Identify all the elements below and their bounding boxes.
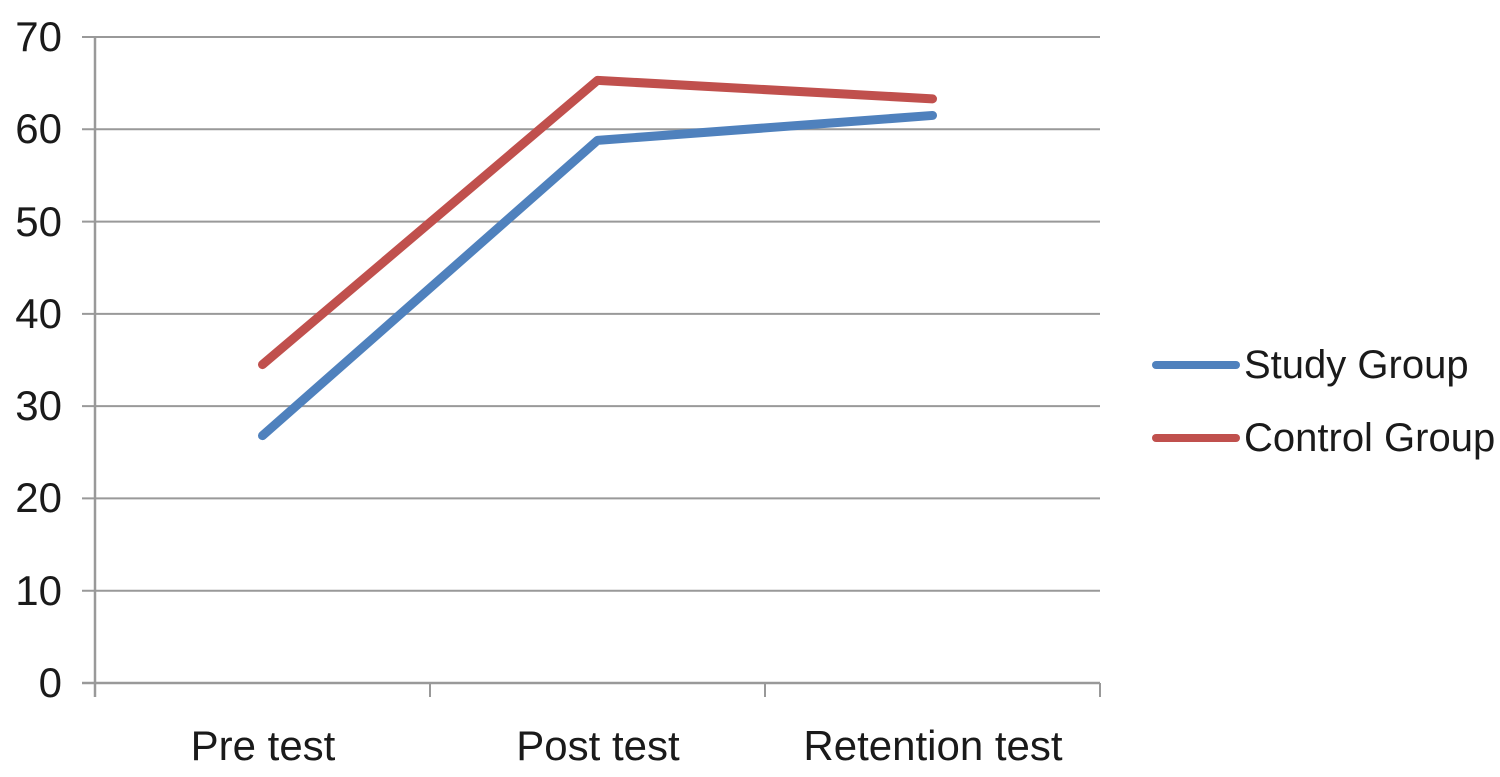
legend-label: Control Group [1244, 415, 1496, 460]
x-category-label: Post test [516, 722, 680, 769]
legend-item-control-group: Control Group [1152, 414, 1495, 462]
legend-line-swatch-study-group [1152, 361, 1240, 369]
series-line-study-group [258, 110, 937, 441]
y-tick-label: 20 [15, 474, 62, 521]
y-tick-label: 0 [38, 659, 62, 706]
y-tick-label: 50 [15, 198, 62, 245]
x-category-label: Retention test [803, 722, 1063, 769]
y-tick-label: 30 [15, 382, 62, 429]
legend: Study Group Control Group [1152, 341, 1495, 462]
legend-item-study-group: Study Group [1152, 341, 1495, 389]
series-line-control-group [258, 75, 937, 370]
x-category-label: Pre test [190, 722, 336, 769]
legend-label: Study Group [1244, 342, 1469, 387]
y-tick-label: 10 [15, 567, 62, 614]
y-tick-label: 60 [15, 105, 62, 152]
legend-line-swatch-control-group [1152, 434, 1240, 442]
y-tick-label: 40 [15, 290, 62, 337]
y-tick-label: 70 [15, 13, 62, 60]
